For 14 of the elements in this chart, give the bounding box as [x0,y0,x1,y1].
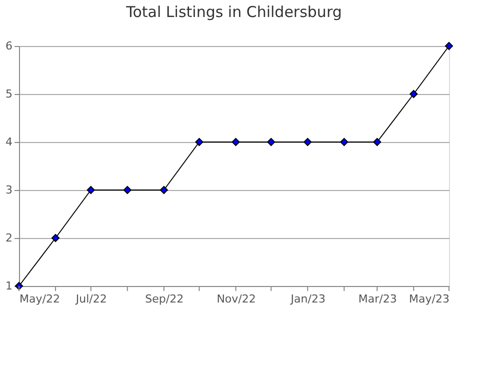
x-tick-label: Sep/22 [145,292,184,306]
x-tick-label: Nov/22 [216,292,256,306]
y-tick-label: 2 [6,232,12,244]
y-tick-label: 3 [6,184,12,196]
x-tick-label: Jul/22 [74,292,107,306]
x-tick-label: May/22 [20,292,60,306]
y-tick-label: 5 [6,88,12,100]
y-tick-label: 4 [6,136,12,148]
y-tick-label: 6 [6,40,12,52]
x-tick-label: Jan/23 [290,292,326,306]
x-tick-label: Mar/23 [358,292,397,306]
x-tick-label: May/23 [409,292,450,306]
chart-title: Total Listings in Childersburg [125,3,342,21]
y-tick-label: 1 [6,280,12,292]
